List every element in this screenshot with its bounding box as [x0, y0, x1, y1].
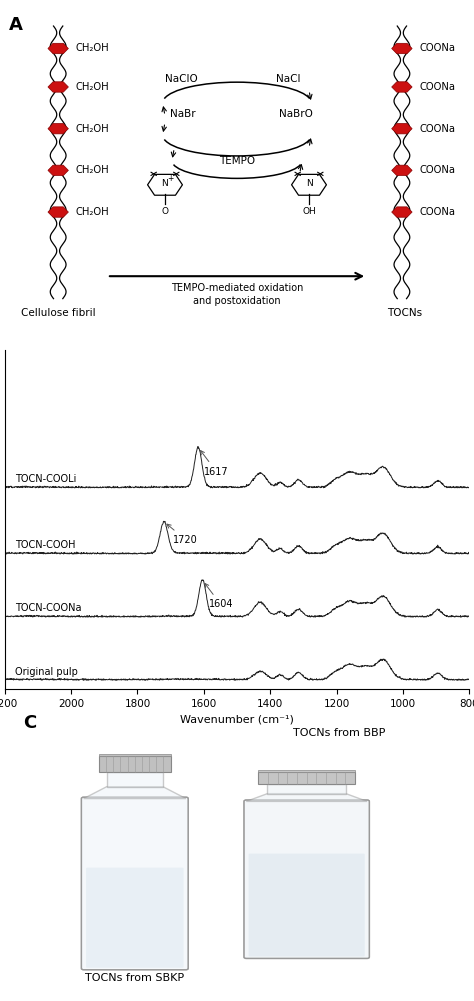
FancyBboxPatch shape: [248, 854, 365, 957]
Text: CH₂OH: CH₂OH: [76, 124, 109, 134]
Text: COONa: COONa: [419, 124, 456, 134]
Bar: [258, 770, 355, 772]
Text: TEMPO: TEMPO: [219, 156, 255, 166]
Text: COONa: COONa: [419, 82, 456, 92]
Text: COONa: COONa: [419, 207, 456, 217]
Text: 1720: 1720: [167, 525, 198, 545]
Text: CH₂OH: CH₂OH: [76, 43, 109, 53]
Text: CH₂OH: CH₂OH: [76, 82, 109, 92]
Polygon shape: [84, 787, 186, 799]
Text: TOCNs: TOCNs: [387, 308, 422, 318]
Polygon shape: [48, 82, 68, 92]
Polygon shape: [48, 123, 68, 134]
Text: 1604: 1604: [205, 584, 233, 610]
Polygon shape: [392, 165, 412, 175]
FancyBboxPatch shape: [82, 797, 188, 970]
Text: 1617: 1617: [201, 450, 229, 476]
Text: TOCN-COOLi: TOCN-COOLi: [15, 474, 76, 484]
Polygon shape: [246, 794, 367, 802]
FancyBboxPatch shape: [267, 784, 346, 794]
Text: Cellulose fibril: Cellulose fibril: [21, 308, 95, 318]
FancyBboxPatch shape: [86, 868, 183, 968]
Polygon shape: [48, 165, 68, 175]
Bar: [99, 754, 171, 757]
Text: N: N: [162, 179, 168, 188]
Polygon shape: [48, 43, 68, 54]
X-axis label: Wavenumber (cm⁻¹): Wavenumber (cm⁻¹): [180, 715, 294, 725]
Text: NaClO: NaClO: [165, 74, 198, 84]
Text: NaBr: NaBr: [170, 109, 195, 119]
Text: TOCN-COONa: TOCN-COONa: [15, 604, 81, 614]
Bar: [258, 772, 355, 784]
Text: CH₂OH: CH₂OH: [76, 165, 109, 175]
Text: NaBrO: NaBrO: [279, 109, 313, 119]
Text: CH₂OH: CH₂OH: [76, 207, 109, 217]
Text: N: N: [306, 179, 312, 188]
Text: A: A: [9, 16, 23, 34]
Polygon shape: [392, 82, 412, 92]
Text: NaCl: NaCl: [276, 74, 301, 84]
Bar: [99, 757, 171, 773]
Text: COONa: COONa: [419, 43, 456, 53]
Text: TOCN-COOH: TOCN-COOH: [15, 541, 75, 551]
Polygon shape: [392, 43, 412, 54]
Text: TOCNs from SBKP: TOCNs from SBKP: [85, 973, 184, 983]
Text: COONa: COONa: [419, 165, 456, 175]
Polygon shape: [48, 207, 68, 217]
Polygon shape: [392, 207, 412, 217]
Text: Original pulp: Original pulp: [15, 667, 78, 677]
Polygon shape: [392, 123, 412, 134]
Text: C: C: [23, 714, 36, 732]
Text: +: +: [167, 174, 173, 183]
Text: TOCNs from BBP: TOCNs from BBP: [293, 728, 385, 738]
FancyBboxPatch shape: [107, 773, 163, 787]
FancyBboxPatch shape: [244, 800, 369, 958]
Text: O: O: [162, 207, 168, 216]
Text: TEMPO-mediated oxidation
and postoxidation: TEMPO-mediated oxidation and postoxidati…: [171, 282, 303, 306]
Text: OH: OH: [302, 207, 316, 216]
